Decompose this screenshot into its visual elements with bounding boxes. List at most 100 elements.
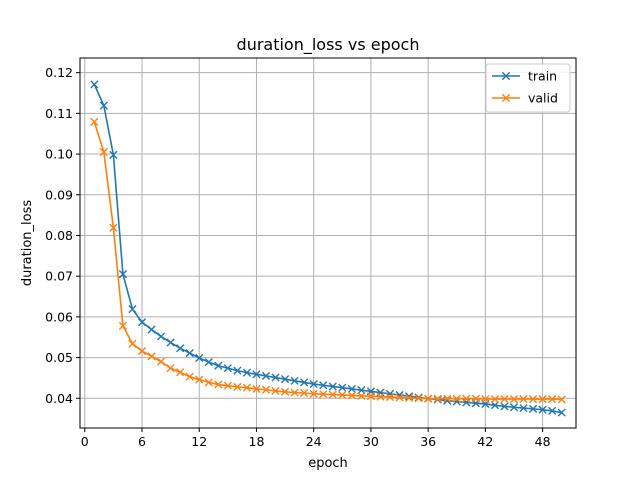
data-point-train: [156, 332, 166, 341]
y-axis-label: duration_loss: [20, 200, 35, 287]
data-point-valid: [290, 388, 299, 397]
y-tick-label: 0.08: [45, 228, 73, 243]
data-point-valid: [166, 364, 175, 373]
data-point-train: [137, 318, 147, 327]
legend-item-train: train: [492, 69, 557, 84]
data-point-train: [271, 373, 280, 382]
legend-marker: [501, 93, 511, 103]
axes: 0 6 12 18 24 30 36 42 48 0.04 0.05 0.06 0.07 0.08 0.09…: [45, 65, 550, 449]
data-point-valid: [280, 387, 290, 396]
data-point-valid: [424, 394, 433, 403]
chart-title: duration_loss vs epoch: [237, 35, 420, 55]
data-point-train: [548, 406, 557, 415]
data-point-valid: [99, 147, 108, 157]
data-point-train: [528, 404, 538, 413]
data-point-valid: [481, 395, 490, 404]
data-point-train: [185, 349, 194, 358]
y-tick-label: 0.11: [45, 106, 73, 121]
data-point-train: [166, 338, 175, 347]
data-point-train: [128, 305, 137, 314]
data-point-valid: [109, 223, 118, 232]
data-point-train: [223, 364, 232, 373]
data-point-train: [557, 408, 566, 417]
data-point-valid: [252, 384, 261, 394]
data-point-valid: [385, 392, 395, 402]
data-point-train: [490, 401, 500, 410]
data-point-valid: [223, 381, 232, 390]
data-point-valid: [519, 395, 528, 404]
data-point-train: [519, 403, 528, 413]
data-point-valid: [404, 393, 414, 402]
data-point-valid: [156, 357, 166, 366]
data-point-train: [214, 361, 223, 370]
data-point-train: [204, 357, 213, 367]
data-point-valid: [376, 392, 385, 401]
y-tick-label: 0.06: [45, 309, 73, 324]
data-point-valid: [204, 378, 213, 387]
data-point-train: [118, 270, 128, 279]
data-point-valid: [271, 386, 280, 396]
data-point-train: [261, 371, 271, 380]
data-point-valid: [128, 339, 137, 348]
data-point-train: [328, 382, 337, 391]
data-point-train: [195, 353, 204, 363]
data-point-train: [319, 381, 328, 390]
data-point-valid: [509, 395, 519, 404]
data-point-valid: [195, 375, 204, 384]
y-tick-label: 0.07: [45, 269, 73, 284]
data-point-valid: [443, 394, 452, 403]
data-point-train: [99, 101, 108, 110]
data-point-valid: [471, 394, 480, 403]
legend: train valid: [485, 63, 571, 113]
x-tick-label: 36: [420, 434, 436, 449]
plot-frame: [79, 57, 577, 429]
data-point-train: [309, 379, 318, 389]
data-point-train: [509, 403, 519, 412]
data-point-valid: [147, 352, 156, 361]
data-point-train: [338, 383, 347, 392]
y-tick-label: 0.12: [45, 65, 73, 80]
data-point-valid: [462, 394, 471, 403]
data-point-train: [176, 344, 185, 353]
x-axis-label: epoch: [308, 456, 348, 471]
data-point-valid: [338, 390, 347, 400]
data-point-valid: [118, 321, 128, 330]
data-point-train: [347, 384, 356, 394]
y-tick-label: 0.09: [45, 187, 73, 202]
y-tick-label: 0.10: [45, 147, 73, 162]
data-point-train: [242, 368, 252, 377]
data-point-valid: [538, 395, 547, 404]
x-tick-label: 12: [191, 434, 207, 449]
data-point-valid: [357, 391, 366, 400]
y-tick-label: 0.04: [45, 391, 73, 406]
legend-marker: [501, 71, 511, 81]
data-point-valid: [500, 395, 509, 404]
data-point-valid: [433, 394, 442, 403]
data-point-train: [300, 378, 309, 387]
data-point-valid: [185, 372, 194, 381]
data-point-train: [252, 370, 261, 379]
data-point-train: [290, 376, 299, 385]
data-point-train: [462, 398, 471, 407]
data-point-valid: [395, 393, 404, 402]
data-point-train: [109, 150, 118, 159]
legend-label: train: [528, 69, 557, 84]
data-point-train: [90, 80, 99, 89]
data-point-train: [280, 375, 290, 384]
series-layer: [90, 80, 566, 417]
data-point-valid: [261, 385, 271, 394]
y-tick-label: 0.05: [45, 350, 73, 365]
data-point-valid: [233, 382, 242, 391]
data-point-valid: [214, 380, 223, 389]
data-point-valid: [137, 346, 147, 356]
data-point-valid: [548, 395, 557, 404]
data-point-valid: [176, 368, 185, 377]
legend-label: valid: [528, 91, 558, 106]
data-point-valid: [414, 394, 423, 403]
data-point-train: [147, 325, 156, 334]
data-point-valid: [366, 392, 376, 401]
x-tick-label: 42: [477, 434, 493, 449]
x-tick-label: 48: [535, 434, 551, 449]
data-point-valid: [309, 389, 318, 398]
